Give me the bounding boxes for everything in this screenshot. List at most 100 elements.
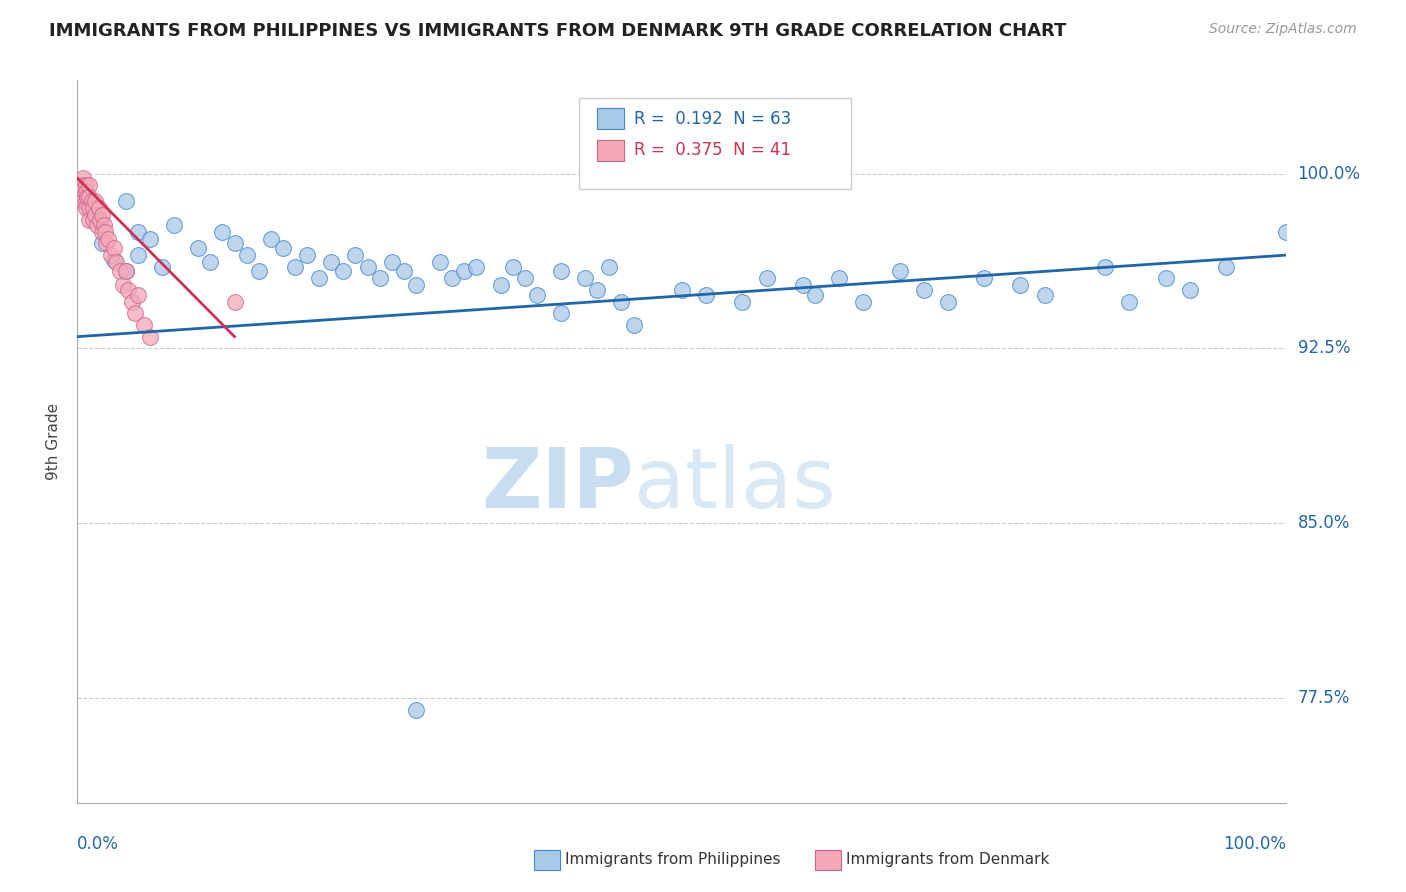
Point (852, 294, 875, 309)
Point (247, 264, 270, 278)
Point (405, 702, 427, 716)
Text: IMMIGRANTS FROM PHILIPPINES VS IMMIGRANTS FROM DENMARK 9TH GRADE CORRELATION CHA: IMMIGRANTS FROM PHILIPPINES VS IMMIGRANT… (49, 22, 1067, 40)
Text: 85.0%: 85.0% (1298, 514, 1350, 533)
Point (124, 306, 146, 320)
Point (321, 255, 343, 269)
Point (828, 271, 851, 285)
Point (623, 318, 645, 332)
Point (574, 271, 596, 285)
Point (187, 241, 209, 255)
Point (127, 287, 149, 301)
Point (695, 287, 717, 301)
Point (117, 283, 139, 297)
Point (586, 283, 609, 297)
Point (1094, 260, 1116, 274)
Point (1010, 278, 1032, 293)
Text: Immigrants from Denmark: Immigrants from Denmark (846, 853, 1050, 867)
Point (127, 225, 149, 239)
Point (356, 260, 378, 274)
FancyBboxPatch shape (598, 108, 624, 129)
Point (284, 260, 307, 274)
Point (332, 264, 354, 278)
Point (1178, 283, 1201, 297)
Point (610, 294, 633, 309)
Point (80, 194, 103, 209)
Point (94, 225, 117, 239)
Point (513, 271, 536, 285)
Point (465, 260, 488, 274)
Y-axis label: 9th Grade: 9th Grade (46, 403, 62, 480)
Point (79, 190, 101, 204)
Point (72, 171, 94, 186)
Point (112, 278, 135, 293)
Text: 100.0%: 100.0% (1223, 835, 1286, 854)
Point (96, 236, 118, 251)
Point (84, 209, 107, 223)
Point (114, 194, 136, 209)
Point (76, 190, 98, 204)
Text: R =  0.375  N = 41: R = 0.375 N = 41 (634, 141, 790, 160)
Text: 0.0%: 0.0% (77, 835, 120, 854)
Text: 92.5%: 92.5% (1298, 339, 1350, 358)
Point (72, 183, 94, 197)
Point (90, 209, 112, 223)
Point (489, 278, 512, 293)
Point (132, 318, 155, 332)
Point (105, 255, 128, 269)
Text: ZIP: ZIP (481, 444, 634, 525)
Point (671, 283, 693, 297)
Text: R =  0.192  N = 63: R = 0.192 N = 63 (634, 110, 790, 128)
Point (502, 260, 524, 274)
Text: Immigrants from Philippines: Immigrants from Philippines (565, 853, 780, 867)
Point (1154, 271, 1177, 285)
Point (72, 178, 94, 193)
Point (86, 218, 108, 232)
Point (150, 260, 173, 274)
Point (139, 329, 162, 343)
Text: 77.5%: 77.5% (1298, 689, 1350, 707)
Point (108, 264, 131, 278)
Text: 100.0%: 100.0% (1298, 164, 1361, 183)
Point (84, 194, 107, 209)
Point (889, 264, 911, 278)
Point (550, 264, 572, 278)
Point (90, 236, 112, 251)
Text: Source: ZipAtlas.com: Source: ZipAtlas.com (1209, 22, 1357, 37)
Point (1275, 225, 1298, 239)
Point (344, 248, 367, 262)
Point (381, 255, 404, 269)
Point (75, 194, 97, 209)
Point (93, 218, 115, 232)
Point (973, 271, 995, 285)
Point (72, 190, 94, 204)
Point (308, 271, 330, 285)
Point (792, 278, 814, 293)
Point (211, 225, 233, 239)
Point (392, 264, 415, 278)
Point (114, 264, 136, 278)
Point (100, 248, 122, 262)
Point (75, 185, 97, 199)
Point (79, 202, 101, 216)
Point (224, 294, 246, 309)
Point (127, 248, 149, 262)
Point (368, 271, 391, 285)
Point (139, 232, 162, 246)
Point (121, 294, 143, 309)
Point (200, 255, 222, 269)
Point (260, 232, 283, 246)
Point (79, 178, 101, 193)
Point (96, 232, 118, 246)
Point (224, 236, 246, 251)
Point (90, 225, 112, 239)
Point (1118, 294, 1140, 309)
Point (1033, 287, 1056, 301)
Point (295, 248, 318, 262)
Point (405, 278, 427, 293)
Point (598, 260, 620, 274)
Point (755, 271, 778, 285)
Point (453, 264, 475, 278)
Point (429, 255, 451, 269)
Text: atlas: atlas (634, 444, 835, 525)
Point (114, 264, 136, 278)
